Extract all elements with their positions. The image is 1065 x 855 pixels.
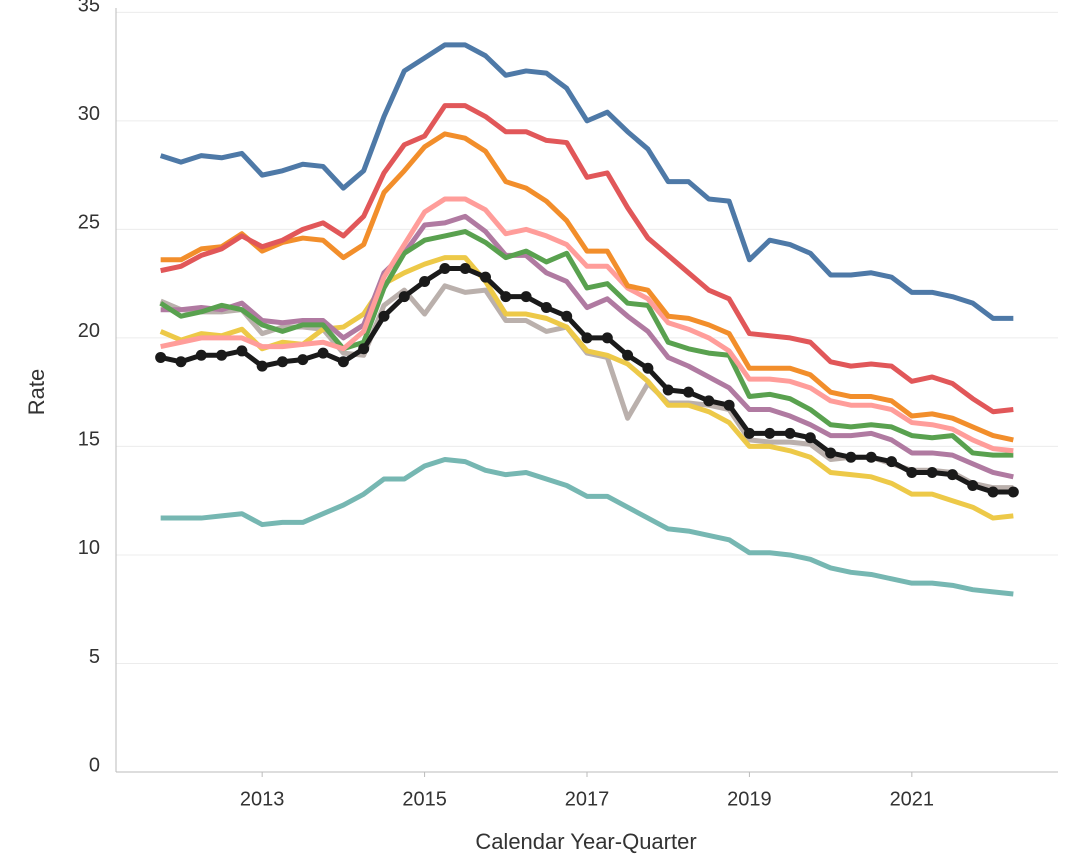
y-tick-label: 15 — [78, 429, 100, 451]
marker — [378, 310, 390, 322]
x-tick-label: 2021 — [890, 788, 935, 810]
x-tick-label: 2017 — [565, 788, 610, 810]
marker — [398, 291, 410, 303]
marker — [276, 356, 288, 368]
marker — [987, 486, 999, 498]
line — [160, 131, 1014, 443]
x-tick-label: 2019 — [727, 788, 772, 810]
line — [160, 265, 1014, 495]
marker — [236, 345, 248, 357]
y-tick-label: 0 — [89, 754, 100, 776]
marker — [825, 447, 837, 459]
marker — [723, 399, 735, 411]
x-tick-label: 2013 — [240, 788, 285, 810]
marker — [764, 427, 776, 439]
y-tick-label: 25 — [78, 212, 100, 234]
marker — [1007, 486, 1019, 498]
line — [159, 283, 1014, 491]
marker — [297, 354, 309, 366]
marker — [439, 262, 451, 274]
marker — [155, 351, 167, 363]
marker — [195, 349, 207, 361]
marker — [540, 302, 552, 314]
marker — [256, 360, 268, 372]
line — [159, 229, 1014, 458]
line — [160, 456, 1014, 597]
marker — [865, 451, 877, 463]
line — [160, 196, 1014, 454]
x-axis-label: Calendar Year-Quarter — [475, 829, 696, 854]
marker — [804, 432, 816, 444]
marker — [500, 291, 512, 303]
marker — [886, 456, 898, 468]
marker — [683, 386, 695, 398]
y-tick-label: 30 — [78, 103, 100, 125]
marker — [520, 291, 532, 303]
marker — [622, 349, 634, 361]
marker — [175, 356, 187, 368]
marker — [358, 343, 370, 355]
marker — [479, 271, 491, 283]
marker — [662, 384, 674, 396]
y-tick-label: 20 — [78, 320, 100, 342]
marker — [743, 427, 755, 439]
marker — [906, 466, 918, 478]
line — [159, 255, 1014, 521]
y-tick-label: 5 — [89, 646, 100, 668]
line — [160, 213, 1014, 480]
y-axis-label: Rate — [24, 369, 49, 415]
marker — [926, 466, 938, 478]
marker — [946, 469, 958, 481]
marker — [581, 332, 593, 344]
y-tick-label: 35 — [78, 0, 100, 17]
marker — [419, 275, 431, 287]
marker — [561, 310, 573, 322]
marker — [703, 395, 715, 407]
marker — [642, 362, 654, 374]
line — [160, 103, 1014, 415]
marker — [784, 427, 796, 439]
marker — [317, 347, 329, 359]
marker — [845, 451, 857, 463]
y-tick-label: 10 — [78, 537, 100, 559]
marker — [601, 332, 613, 344]
x-tick-label: 2015 — [402, 788, 447, 810]
marker — [459, 262, 471, 274]
line — [159, 42, 1014, 321]
marker — [216, 349, 228, 361]
marker — [337, 356, 349, 368]
marker — [967, 480, 979, 491]
